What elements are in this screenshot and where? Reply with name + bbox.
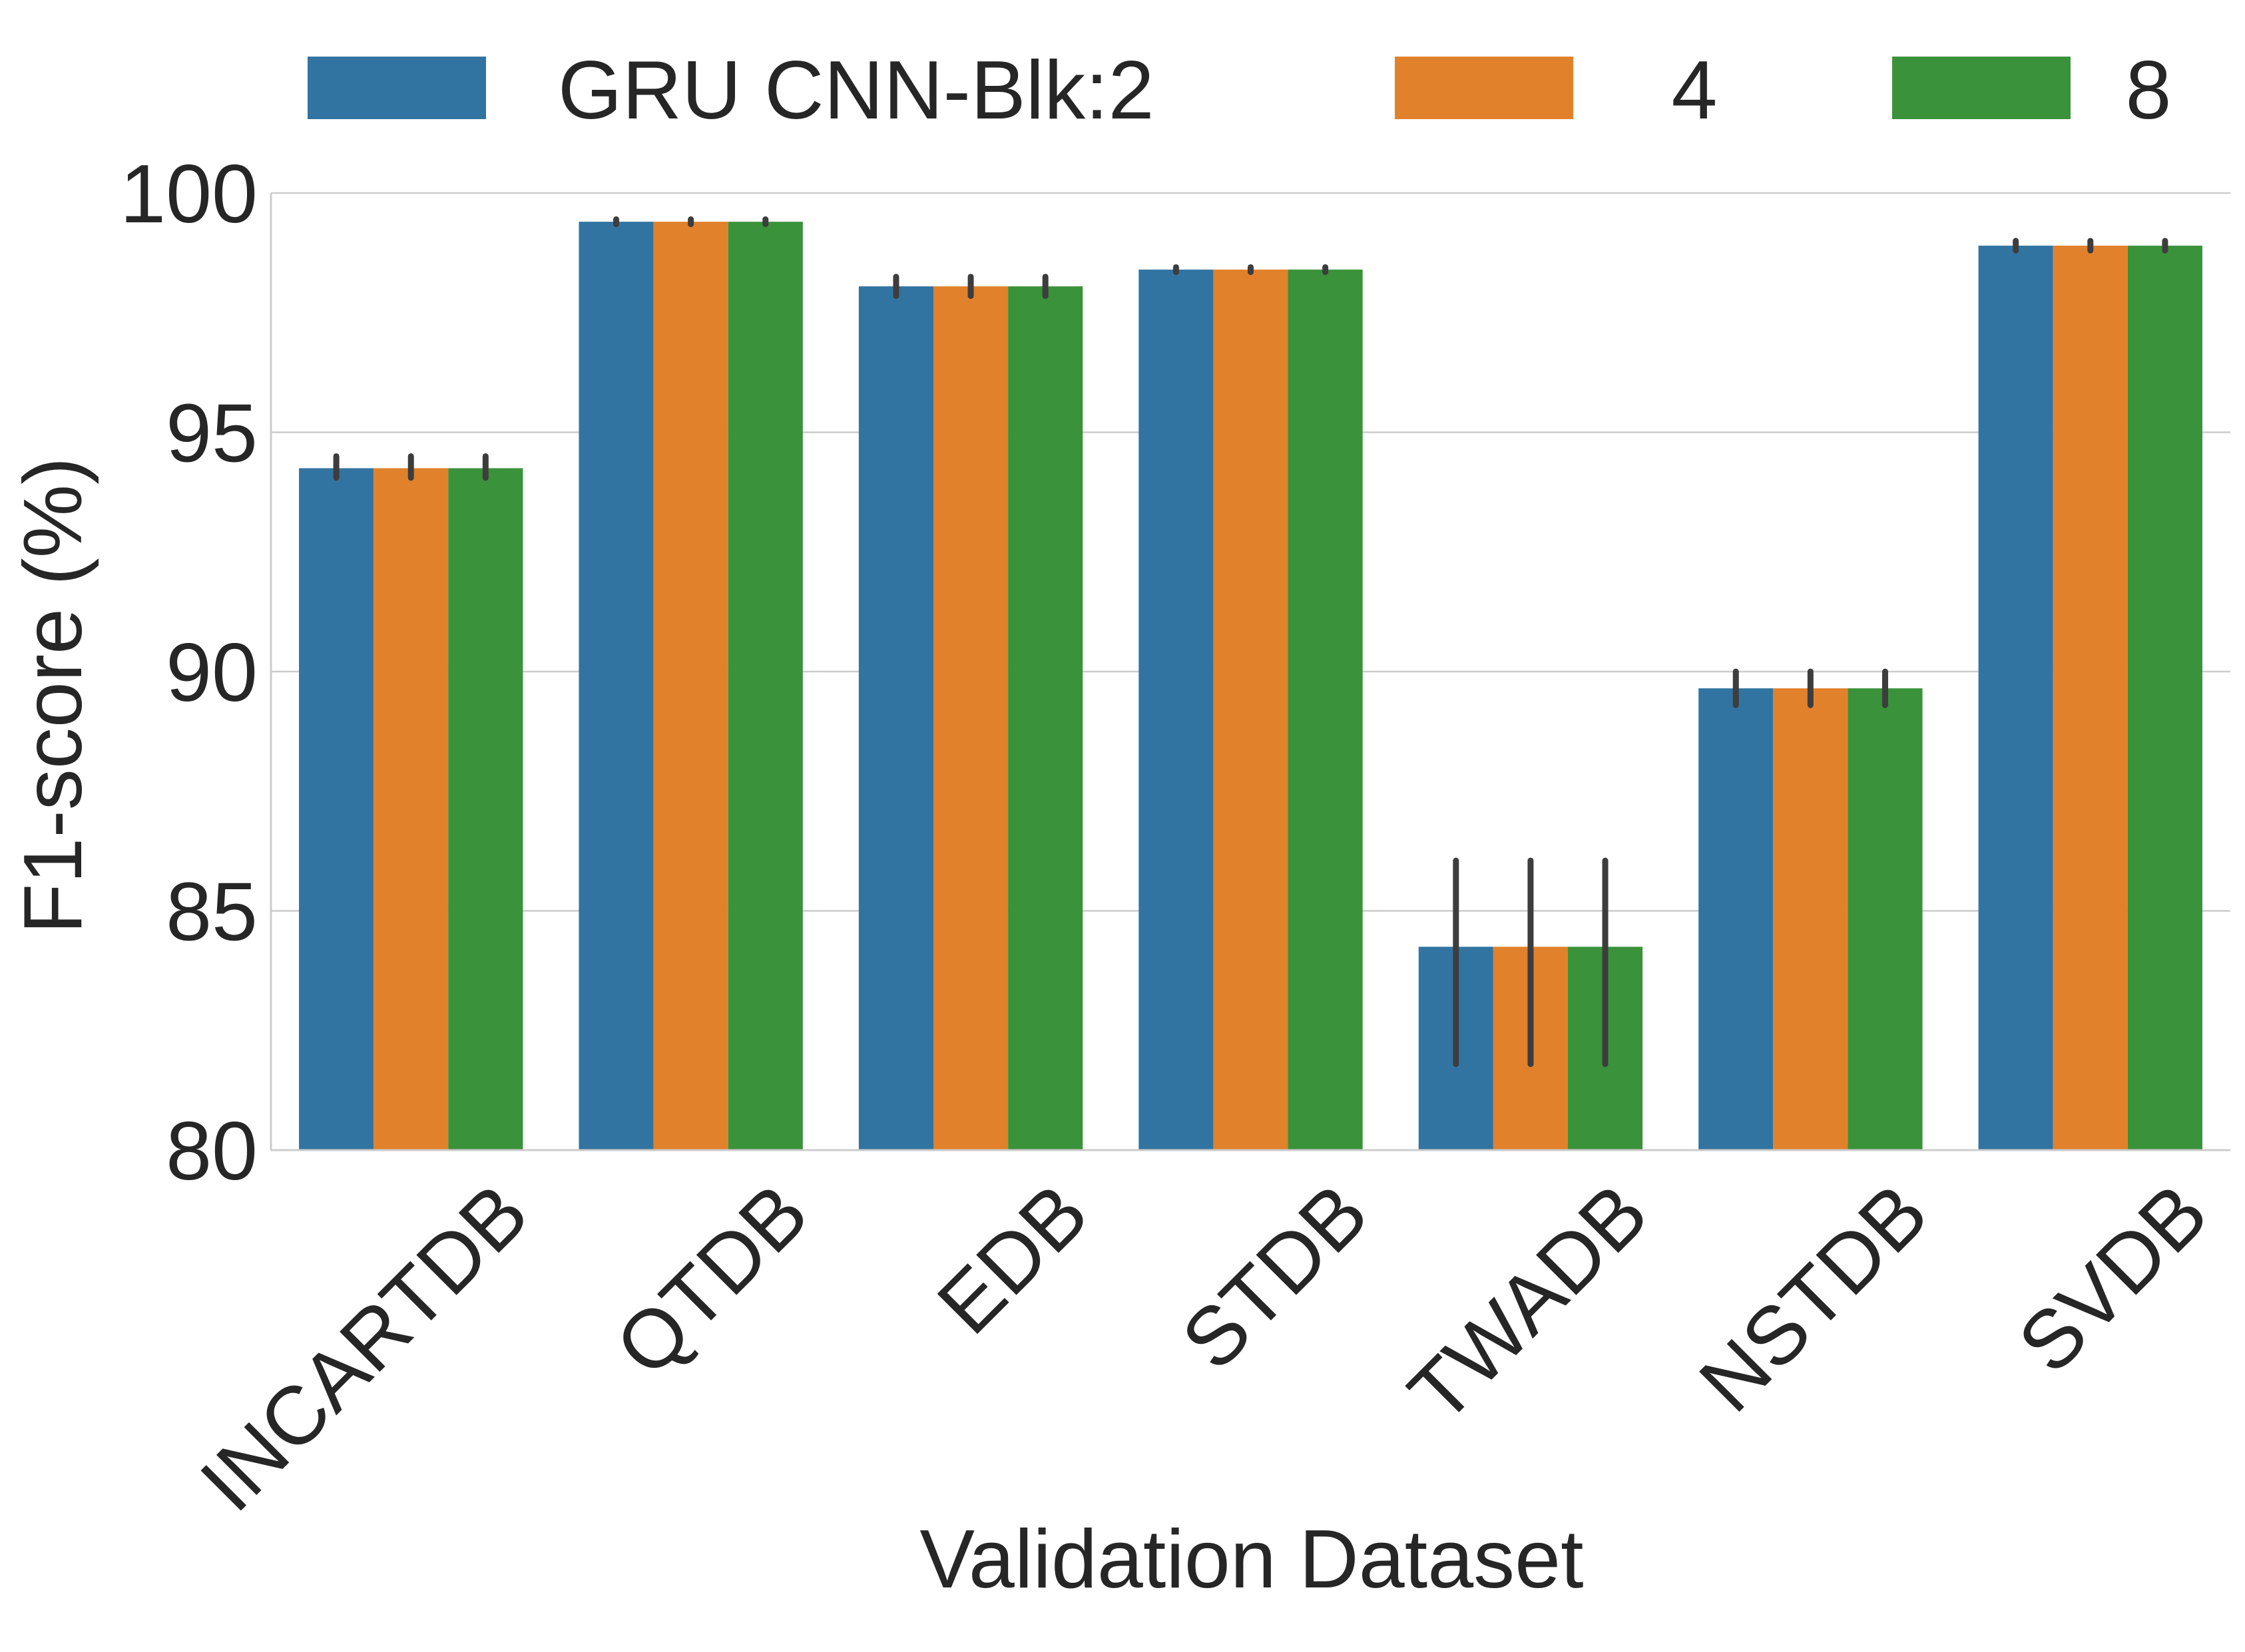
bar: [448, 468, 523, 1150]
x-tick-labels: INCARTDB QTDB EDB STDB TWADB NSTDB SVDB: [183, 1167, 2225, 1529]
legend-label: 8: [2126, 45, 2172, 136]
bars: [299, 222, 2202, 1151]
bar: [2053, 246, 2128, 1151]
y-tick-label: 85: [166, 867, 258, 958]
y-axis-label: F1-score (%): [7, 457, 99, 934]
legend-label: 4: [1672, 45, 1718, 136]
legend: GRU CNN-Blk:2 4 8: [308, 45, 2171, 136]
bar: [1138, 270, 1214, 1150]
bar: [1698, 688, 1774, 1150]
bar: [1773, 688, 1848, 1150]
legend-label: GRU CNN-Blk:2: [558, 45, 1154, 136]
axes: [270, 193, 2230, 1151]
x-axis-label: Validation Dataset: [919, 1514, 1583, 1605]
bar: [1288, 270, 1363, 1150]
y-tick-labels: 80 85 90 95 100: [120, 148, 258, 1197]
y-tick-label: 90: [166, 627, 258, 719]
bar: [653, 222, 728, 1150]
y-tick-label: 95: [166, 388, 258, 480]
bar: [2127, 246, 2202, 1151]
x-tick-label: NSTDB: [1682, 1167, 1945, 1430]
bar: [1848, 688, 1923, 1150]
x-tick-label: EDB: [920, 1167, 1105, 1352]
bar: [933, 286, 1009, 1151]
legend-swatch: [308, 57, 486, 119]
bar: [1008, 286, 1083, 1151]
bar: [374, 468, 449, 1150]
y-tick-label: 100: [120, 148, 258, 240]
legend-swatch: [1892, 57, 2071, 119]
x-tick-label: SVDB: [2001, 1167, 2225, 1390]
x-tick-label: STDB: [1164, 1167, 1385, 1387]
bar: [1213, 270, 1288, 1150]
x-tick-label: TWADB: [1391, 1167, 1665, 1440]
x-tick-label: QTDB: [599, 1167, 826, 1394]
bar: [299, 468, 374, 1150]
x-tick-label: INCARTDB: [183, 1167, 545, 1529]
bar: [1978, 246, 2053, 1151]
y-tick-label: 80: [166, 1106, 258, 1197]
legend-swatch: [1395, 57, 1573, 119]
error-bars: [333, 216, 2168, 1068]
bar: [858, 286, 934, 1151]
bar: [579, 222, 654, 1150]
bar: [728, 222, 803, 1150]
